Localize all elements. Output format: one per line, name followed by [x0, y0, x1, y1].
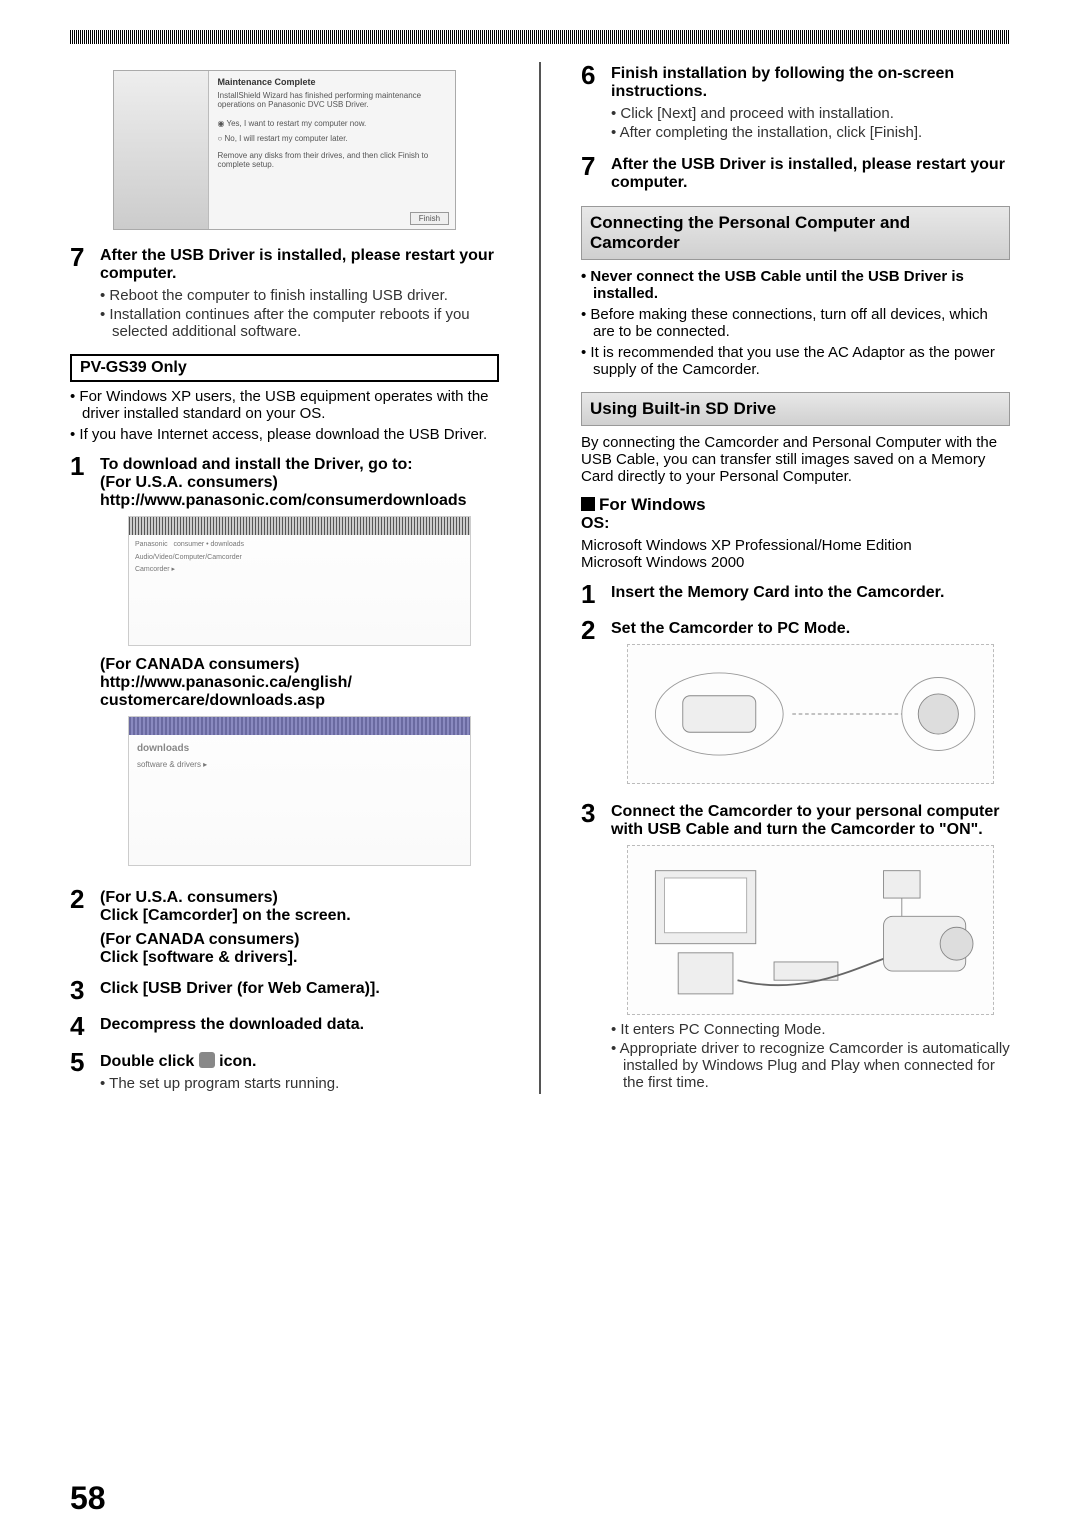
- right-step-3: 3 Connect the Camcorder to your personal…: [581, 800, 1010, 1093]
- step-title: Click [USB Driver (for Web Camera)].: [100, 980, 499, 998]
- step-number: 4: [70, 1013, 100, 1039]
- ss-title: Maintenance Complete: [217, 77, 447, 87]
- right-column: 6 Finish installation by following the o…: [581, 62, 1010, 1094]
- column-divider: [539, 62, 541, 1094]
- step-number: 5: [70, 1049, 100, 1075]
- bullet: Reboot the computer to finish installing…: [100, 287, 499, 304]
- ss-radio2-label: No, I will restart my computer later.: [225, 134, 348, 143]
- step-number: 7: [581, 153, 611, 179]
- ss-radio2: ○ No, I will restart my computer later.: [217, 134, 447, 143]
- ss-finish-button: Finish: [410, 212, 449, 225]
- ss-radio1-label: Yes, I want to restart my computer now.: [227, 119, 367, 128]
- title-part: icon.: [215, 1053, 257, 1070]
- setup-exe-icon: [199, 1052, 215, 1068]
- usa-consumers-label: (For U.S.A. consumers): [100, 889, 499, 907]
- left-step-7: 7 After the USB Driver is installed, ple…: [70, 244, 499, 342]
- step-title: After the USB Driver is installed, pleas…: [100, 247, 499, 283]
- usa-click-action: Click [Camcorder] on the screen.: [100, 907, 499, 925]
- bullet: If you have Internet access, please down…: [70, 426, 499, 443]
- canada-click-action: Click [software & drivers].: [100, 949, 499, 967]
- right-step-7: 7 After the USB Driver is installed, ple…: [581, 153, 1010, 192]
- bullet: Installation continues after the compute…: [100, 306, 499, 340]
- pv-bullets: For Windows XP users, the USB equipment …: [70, 388, 499, 443]
- installshield-screenshot: Maintenance Complete InstallShield Wizar…: [113, 70, 456, 230]
- pv-gs39-box: PV-GS39 Only: [70, 354, 499, 382]
- usa-consumers-label: (For U.S.A. consumers): [100, 474, 499, 492]
- step-title: Double click icon.: [100, 1052, 499, 1071]
- step-title: Set the Camcorder to PC Mode.: [611, 620, 1010, 638]
- step-number: 2: [70, 886, 100, 912]
- step-number: 6: [581, 62, 611, 88]
- connecting-bullets: Never connect the USB Cable until the US…: [581, 268, 1010, 378]
- bullet-bold: Never connect the USB Cable until the US…: [581, 268, 1010, 302]
- left-step-4: 4 Decompress the downloaded data.: [70, 1013, 499, 1039]
- step-bullets: Reboot the computer to finish installing…: [100, 287, 499, 340]
- step-bullets: The set up program starts running.: [100, 1075, 499, 1092]
- left-step-2: 2 (For U.S.A. consumers) Click [Camcorde…: [70, 886, 499, 967]
- right-step-1: 1 Insert the Memory Card into the Camcor…: [581, 581, 1010, 607]
- step-number: 1: [70, 453, 100, 479]
- left-step-1: 1 To download and install the Driver, go…: [70, 453, 499, 876]
- left-step-3: 3 Click [USB Driver (for Web Camera)].: [70, 977, 499, 1003]
- left-column: Maintenance Complete InstallShield Wizar…: [70, 62, 499, 1094]
- canada-consumers-label: (For CANADA consumers): [100, 931, 499, 949]
- step-bullets: It enters PC Connecting Mode. Appropriat…: [611, 1021, 1010, 1091]
- bullet: Click [Next] and proceed with installati…: [611, 105, 1010, 122]
- right-step-2: 2 Set the Camcorder to PC Mode.: [581, 617, 1010, 790]
- sd-drive-heading: Using Built-in SD Drive: [581, 392, 1010, 426]
- bullet: Appropriate driver to recognize Camcorde…: [611, 1040, 1010, 1091]
- connecting-heading: Connecting the Personal Computer and Cam…: [581, 206, 1010, 260]
- bullet: For Windows XP users, the USB equipment …: [70, 388, 499, 422]
- step-title: To download and install the Driver, go t…: [100, 456, 499, 474]
- panasonic-download-screenshot-usa: Panasonic consumer • downloads Audio/Vid…: [128, 516, 471, 646]
- sd-intro-text: By connecting the Camcorder and Personal…: [581, 434, 1010, 485]
- step-number: 3: [70, 977, 100, 1003]
- bullet: After completing the installation, click…: [611, 124, 1010, 141]
- step-number: 2: [581, 617, 611, 643]
- usa-url: http://www.panasonic.com/consumerdownloa…: [100, 492, 499, 510]
- step-title: After the USB Driver is installed, pleas…: [611, 156, 1010, 192]
- left-step-5: 5 Double click icon. The set up program …: [70, 1049, 499, 1094]
- os-label: OS:: [581, 515, 1010, 533]
- canada-url-2: customercare/downloads.asp: [100, 692, 499, 710]
- os-line-2: Microsoft Windows 2000: [581, 554, 1010, 571]
- step-number: 1: [581, 581, 611, 607]
- bullet: The set up program starts running.: [100, 1075, 499, 1092]
- step-title: Connect the Camcorder to your personal c…: [611, 803, 1010, 839]
- step-bullets: Click [Next] and proceed with installati…: [611, 105, 1010, 141]
- step-number: 3: [581, 800, 611, 826]
- square-bullet-icon: [581, 497, 595, 511]
- canada-url-1: http://www.panasonic.ca/english/: [100, 674, 499, 692]
- bullet: It enters PC Connecting Mode.: [611, 1021, 1010, 1038]
- ss-body: InstallShield Wizard has finished perfor…: [217, 91, 447, 109]
- bullet: Before making these connections, turn of…: [581, 306, 1010, 340]
- page-number: 58: [70, 1480, 106, 1517]
- for-windows-label: For Windows: [599, 495, 706, 514]
- pc-camcorder-connection-illustration: [627, 845, 994, 1015]
- panasonic-download-screenshot-canada: downloads software & drivers ▸: [128, 716, 471, 866]
- top-hatched-bar: [70, 30, 1010, 44]
- title-part: Double click: [100, 1053, 199, 1070]
- for-windows-heading: For Windows: [581, 495, 1010, 515]
- ss-radio1: ◉ Yes, I want to restart my computer now…: [217, 119, 447, 128]
- step-title: Insert the Memory Card into the Camcorde…: [611, 584, 1010, 602]
- ss-hint: Remove any disks from their drives, and …: [217, 151, 447, 169]
- two-column-layout: Maintenance Complete InstallShield Wizar…: [70, 62, 1010, 1094]
- bullet: It is recommended that you use the AC Ad…: [581, 344, 1010, 378]
- step-number: 7: [70, 244, 100, 270]
- step-title: Finish installation by following the on-…: [611, 65, 1010, 101]
- canada-consumers-label: (For CANADA consumers): [100, 656, 499, 674]
- camcorder-pc-mode-illustration: [627, 644, 994, 784]
- os-line-1: Microsoft Windows XP Professional/Home E…: [581, 537, 1010, 554]
- right-step-6: 6 Finish installation by following the o…: [581, 62, 1010, 143]
- step-title: Decompress the downloaded data.: [100, 1016, 499, 1034]
